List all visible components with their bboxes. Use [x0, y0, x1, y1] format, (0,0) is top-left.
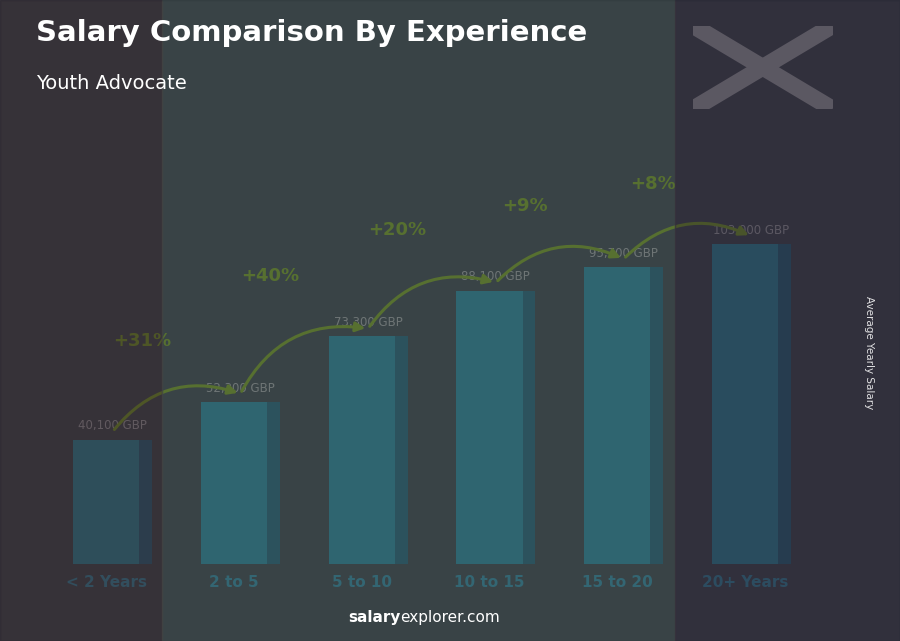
Text: +20%: +20% — [368, 221, 427, 239]
Text: +40%: +40% — [240, 267, 299, 285]
Text: 103,000 GBP: 103,000 GBP — [714, 224, 789, 237]
Text: 95,700 GBP: 95,700 GBP — [590, 247, 658, 260]
Bar — [712, 244, 778, 564]
Polygon shape — [162, 0, 675, 641]
Bar — [201, 402, 267, 564]
Text: +9%: +9% — [502, 197, 548, 215]
Polygon shape — [140, 440, 152, 564]
Text: 73,300 GBP: 73,300 GBP — [334, 317, 402, 329]
Text: Average Yearly Salary: Average Yearly Salary — [863, 296, 874, 409]
Text: +8%: +8% — [630, 174, 676, 192]
Polygon shape — [395, 337, 408, 564]
Polygon shape — [675, 0, 900, 641]
Text: Salary Comparison By Experience: Salary Comparison By Experience — [36, 19, 587, 47]
Text: explorer.com: explorer.com — [400, 610, 500, 625]
Text: Youth Advocate: Youth Advocate — [36, 74, 187, 93]
Bar — [73, 440, 140, 564]
Bar — [456, 290, 523, 564]
Polygon shape — [778, 244, 791, 564]
Polygon shape — [523, 290, 536, 564]
Text: +31%: +31% — [113, 332, 171, 350]
Polygon shape — [651, 267, 663, 564]
Text: 40,100 GBP: 40,100 GBP — [78, 419, 147, 433]
Text: 88,100 GBP: 88,100 GBP — [462, 271, 530, 283]
Text: salary: salary — [348, 610, 400, 625]
Bar — [584, 267, 651, 564]
Polygon shape — [0, 0, 162, 641]
Polygon shape — [267, 402, 280, 564]
Text: 52,300 GBP: 52,300 GBP — [206, 381, 274, 395]
Bar — [328, 337, 395, 564]
